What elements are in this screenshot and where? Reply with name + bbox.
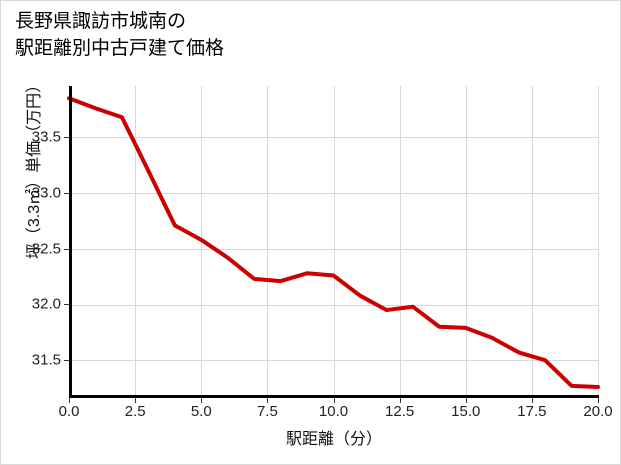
y-axis-spine	[69, 86, 72, 398]
y-tick-mark	[64, 193, 69, 194]
x-tick-mark	[598, 398, 599, 403]
y-tick-label: 32.5	[31, 240, 61, 258]
y-tick-mark	[64, 304, 69, 306]
x-tick-label: 15.0	[451, 403, 481, 420]
plot-area	[67, 86, 600, 397]
gridline-x-12.5	[399, 86, 401, 397]
gridline-x-7.5	[267, 86, 269, 397]
y-tick-mark	[64, 137, 69, 139]
x-tick-label: 0.0	[58, 403, 80, 420]
x-tick-mark	[531, 398, 533, 403]
x-tick-mark	[267, 398, 269, 403]
gridline-x-20.0	[598, 86, 599, 397]
x-tick-label: 2.5	[124, 403, 146, 420]
y-tick-mark	[64, 248, 69, 250]
y-tick-mark	[64, 360, 69, 362]
x-tick-mark	[135, 398, 137, 403]
x-tick-mark	[465, 398, 467, 403]
x-tick-label: 7.5	[256, 403, 278, 420]
gridline-x-2.5	[135, 86, 137, 397]
x-tick-mark	[399, 398, 401, 403]
x-tick-label: 20.0	[583, 403, 613, 420]
x-tick-mark	[333, 398, 335, 403]
x-axis-spine	[69, 395, 599, 398]
y-tick-label: 33.5	[31, 128, 61, 146]
chart-title: 長野県諏訪市城南の 駅距離別中古戸建て価格	[15, 11, 225, 59]
x-tick-mark	[69, 398, 70, 403]
gridline-x-10.0	[333, 86, 335, 397]
x-tick-mark	[201, 398, 203, 403]
x-tick-label: 17.5	[517, 403, 547, 420]
line-series-svg	[67, 96, 600, 389]
y-axis-title: 坪（3.3㎡）単価（万円）	[26, 76, 43, 260]
gridline-x-17.5	[531, 86, 533, 397]
x-tick-label: 5.0	[190, 403, 212, 420]
y-tick-label: 32.0	[31, 295, 61, 313]
x-tick-label: 12.5	[385, 403, 415, 420]
price-line-series	[67, 96, 600, 389]
y-tick-label: 31.5	[31, 351, 61, 369]
x-axis-title: 駅距離（分）	[285, 431, 382, 448]
x-tick-label: 10.0	[318, 403, 349, 420]
gridline-x-15.0	[465, 86, 467, 397]
y-tick-label: 33.0	[31, 184, 61, 202]
